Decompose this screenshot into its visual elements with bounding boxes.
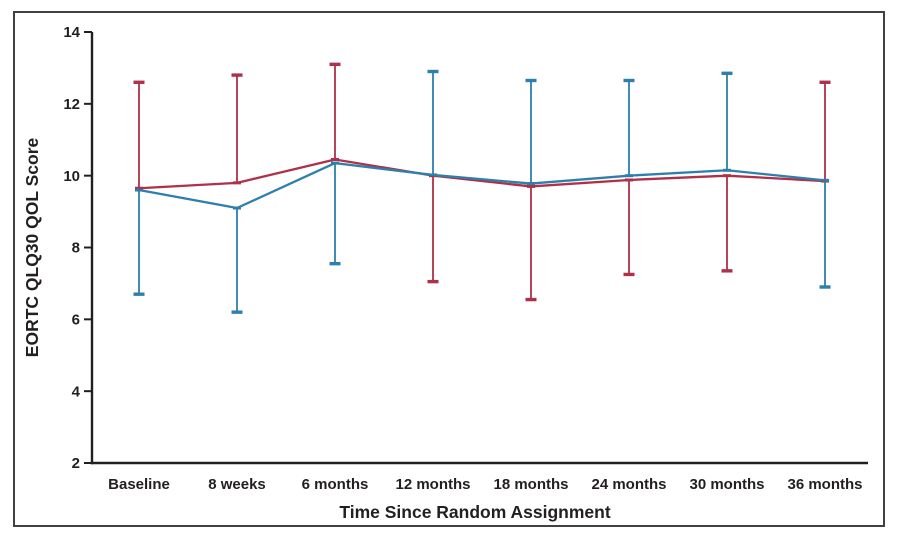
x-category-label: 18 months [493, 476, 568, 493]
qol-line-chart: 14 12 10 8 6 4 2 Baseline 8 weeks 6 months 12 mont… [22, 24, 868, 522]
x-category-label: 8 weeks [208, 476, 266, 493]
y-tick-label: 6 [72, 312, 80, 329]
y-tick-label: 12 [63, 96, 80, 113]
x-category-label: 6 months [302, 476, 369, 493]
x-axis-title: Time Since Random Assignment [339, 502, 610, 522]
y-tick-label: 10 [63, 168, 80, 185]
series-blue-line [138, 161, 826, 210]
figure-frame: 14 12 10 8 6 4 2 Baseline 8 weeks 6 months 12 mont… [13, 11, 885, 527]
y-tick-label: 8 [72, 240, 80, 257]
x-category-label: 36 months [787, 476, 862, 493]
x-category-label: Baseline [108, 476, 170, 493]
x-category-label: 24 months [591, 476, 666, 493]
y-axis-title: EORTC QLQ30 QOL Score [22, 138, 42, 358]
x-category-label: 30 months [689, 476, 764, 493]
series-lines-layer [138, 158, 826, 210]
tick-marks-layer [84, 31, 92, 464]
series-red-line [138, 158, 826, 190]
y-tick-label: 14 [63, 24, 80, 41]
y-tick-label: 4 [72, 383, 81, 400]
x-category-label: 12 months [395, 476, 470, 493]
axes-layer [90, 32, 868, 465]
y-tick-label: 2 [72, 455, 80, 472]
error-bars-layer [133, 62, 831, 314]
tick-labels-layer: 14 12 10 8 6 4 2 Baseline 8 weeks 6 months 12 mont… [63, 24, 862, 493]
